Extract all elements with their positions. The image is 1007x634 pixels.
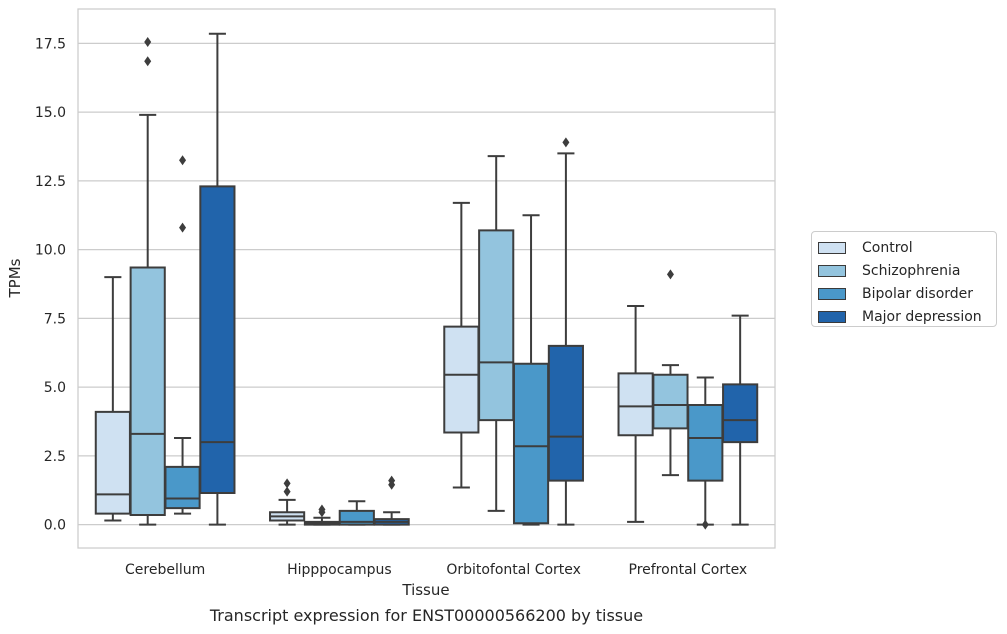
legend-item: Major depression: [818, 305, 996, 328]
legend-item: Bipolar disorder: [818, 282, 996, 305]
box-iqr: [129, 266, 166, 516]
y-tick-label: 7.5: [44, 311, 66, 327]
box-iqr: [547, 344, 584, 482]
box: [303, 504, 341, 526]
box: [129, 37, 166, 526]
outlier-point: [666, 269, 674, 280]
box: [199, 32, 236, 526]
outlier-point: [144, 56, 152, 67]
x-tick-label: Cerebellum: [125, 562, 205, 578]
box: [94, 276, 131, 522]
box-iqr: [478, 229, 515, 422]
box-series: [94, 32, 759, 530]
y-tick-label: 10.0: [35, 243, 66, 259]
legend: Control Schizophrenia Bipolar disorder Majo…: [811, 231, 997, 327]
box: [617, 305, 654, 523]
y-axis-label: TPMs: [6, 258, 24, 298]
legend-label: Control: [862, 239, 913, 256]
box: [722, 314, 759, 526]
legend-label: Schizophrenia: [862, 262, 961, 279]
outlier-point: [318, 504, 326, 515]
outlier-point: [283, 478, 291, 489]
y-tick-label: 2.5: [44, 449, 66, 465]
box-iqr: [687, 404, 724, 482]
gridlines: [78, 42, 775, 526]
chart-caption: Transcript expression for ENST0000056620…: [209, 606, 644, 625]
box-iqr: [722, 383, 759, 444]
box-iqr: [199, 185, 236, 494]
box: [547, 137, 584, 526]
outlier-point: [144, 37, 152, 47]
box-iqr: [94, 410, 131, 515]
outlier-point: [562, 137, 570, 148]
x-tick-label: Prefrontal Cortex: [629, 562, 748, 578]
legend-swatch: [818, 310, 846, 323]
box-iqr: [617, 372, 654, 437]
x-tick-labels: Cerebellum Hipppocampus Orbitofontal Corte…: [125, 562, 747, 578]
outlier-point: [388, 475, 396, 486]
plot-area-frame: [77, 8, 776, 549]
x-tick-label: Hipppocampus: [287, 562, 392, 578]
box: [373, 475, 410, 526]
legend-swatch: [818, 241, 846, 254]
box: [443, 201, 480, 489]
box-iqr: [164, 465, 201, 510]
box: [164, 155, 201, 515]
legend-label: Bipolar disorder: [862, 285, 974, 302]
box: [478, 155, 515, 512]
box-iqr: [652, 373, 689, 430]
box: [269, 478, 306, 526]
outlier-point: [283, 486, 291, 497]
y-tick-labels: 0.0 2.5 5.0 7.5 10.0 12.5 15.0 17.5: [35, 36, 66, 533]
box: [687, 376, 724, 530]
outlier-point: [179, 222, 187, 233]
box-iqr: [512, 362, 550, 525]
box: [652, 269, 689, 477]
legend-swatch: [818, 264, 846, 277]
outlier-point: [701, 519, 709, 530]
y-tick-label: 5.0: [44, 380, 66, 396]
legend-item: Schizophrenia: [818, 259, 996, 282]
box: [338, 500, 375, 526]
legend-swatch: [818, 287, 846, 300]
y-tick-label: 0.0: [44, 518, 66, 534]
outlier-point: [179, 155, 187, 166]
y-tick-label: 17.5: [35, 36, 66, 52]
y-tick-label: 15.0: [35, 105, 66, 121]
x-axis-label: Tissue: [401, 581, 449, 599]
box-iqr: [443, 325, 480, 434]
legend-item: Control: [818, 236, 996, 259]
box: [512, 214, 550, 526]
x-tick-label: Orbitofontal Cortex: [446, 562, 581, 578]
legend-label: Major depression: [862, 308, 982, 325]
y-tick-label: 12.5: [35, 174, 66, 190]
